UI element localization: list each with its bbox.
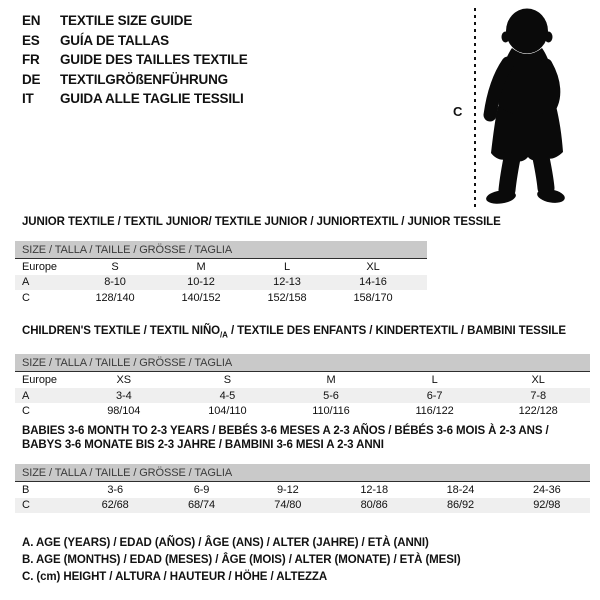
spacer	[15, 452, 590, 464]
table-cell: M	[196, 260, 206, 273]
table-row: C 98/104 104/110 110/116 116/122 122/128	[15, 403, 590, 419]
table-row: C 128/140 140/152 152/158 158/170	[15, 290, 427, 306]
table-cell: XL	[366, 260, 380, 273]
table-cell: 158/170	[353, 291, 393, 304]
table-cell: 8-10	[104, 276, 126, 289]
table-cell: 6-9	[193, 483, 210, 496]
row-label: B	[22, 483, 30, 496]
height-measure-label: C	[453, 104, 463, 119]
table-cell: 24-36	[532, 483, 561, 496]
table-cell: 6-7	[426, 389, 443, 402]
table-row: A 8-10 10-12 12-13 14-16	[15, 274, 427, 290]
table-title: JUNIOR TEXTILE / TEXTIL JUNIOR/ TEXTILE …	[22, 216, 501, 228]
lang-code: EN	[22, 13, 41, 29]
row-label: A	[22, 389, 30, 402]
guide-title: TEXTILE SIZE GUIDE	[60, 13, 193, 29]
title-subscript: /A	[220, 330, 228, 340]
lang-row-es: ES GUÍA DE TALLAS	[22, 31, 248, 51]
childrens-textile-table: CHILDREN'S TEXTILE / TEXTIL NIÑO/A / TEX…	[15, 324, 590, 419]
baby-silhouette-icon	[483, 8, 565, 204]
lang-code: DE	[22, 71, 41, 87]
legend-notes: A. AGE (YEARS) / EDAD (AÑOS) / ÂGE (ANS)…	[22, 535, 461, 586]
size-header-bar: SIZE / TALLA / TAILLE / GRÖSSE / TAGLIA	[15, 354, 590, 373]
guide-title: GUÍA DE TALLAS	[60, 32, 169, 48]
table-cell: 116/122	[415, 405, 454, 418]
note-b: B. AGE (MONTHS) / EDAD (MESES) / ÂGE (MO…	[22, 554, 461, 566]
row-label: C	[22, 291, 30, 304]
table-cell: 62/68	[101, 499, 129, 512]
row-label: C	[22, 499, 30, 512]
row-label: Europe	[22, 374, 57, 387]
table-cell: M	[326, 374, 336, 387]
row-label: Europe	[22, 260, 57, 273]
title-text: / TEXTILE DES ENFANTS / KINDERTEXTIL / B…	[227, 325, 566, 337]
note-a: A. AGE (YEARS) / EDAD (AÑOS) / ÂGE (ANS)…	[22, 537, 429, 549]
table-cell: S	[111, 260, 119, 273]
table-cell: 140/152	[181, 291, 221, 304]
table-cell: 7-8	[530, 389, 546, 402]
table-cell: 9-12	[277, 483, 299, 496]
table-cell: 86/92	[446, 499, 474, 512]
lang-code: ES	[22, 32, 40, 48]
title-text: CHILDREN'S TEXTILE / TEXTIL NIÑO	[22, 325, 221, 337]
table-title-line1: BABIES 3-6 MONTH TO 2-3 YEARS / BEBÉS 3-…	[22, 425, 549, 437]
size-header-bar: SIZE / TALLA / TAILLE / GRÖSSE / TAGLIA	[15, 464, 590, 482]
spacer	[15, 229, 427, 241]
guide-title: GUIDA ALLE TAGLIE TESSILI	[60, 91, 244, 107]
table-cell: 10-12	[187, 276, 215, 289]
spacer	[15, 342, 590, 354]
table-cell: 98/104	[107, 405, 141, 418]
table-cell: 128/140	[95, 291, 135, 304]
row-label: A	[22, 276, 30, 289]
table-title: CHILDREN'S TEXTILE / TEXTIL NIÑO/A / TEX…	[15, 324, 590, 342]
table-cell: L	[283, 260, 291, 273]
table-cell: XL	[531, 374, 545, 387]
table-cell: 12-13	[273, 276, 301, 289]
table-cell: 12-18	[360, 483, 388, 496]
lang-row-it: IT GUIDA ALLE TAGLIE TESSILI	[22, 89, 248, 109]
table-cell: 80/86	[360, 499, 388, 512]
table-cell: 14-16	[359, 276, 387, 289]
table-row: A 3-4 4-5 5-6 6-7 7-8	[15, 387, 590, 404]
table-cell: 74/80	[274, 499, 302, 512]
note-c: C. (cm) HEIGHT / ALTURA / HAUTEUR / HÖHE…	[22, 571, 328, 583]
guide-title: GUIDE DES TAILLES TEXTILE	[60, 52, 248, 68]
table-title-line2: BABYS 3-6 MONATE BIS 2-3 JAHRE / BAMBINI…	[22, 439, 384, 451]
height-dotted-line	[474, 8, 476, 210]
junior-textile-table: JUNIOR TEXTILE / TEXTIL JUNIOR/ TEXTILE …	[15, 215, 501, 306]
lang-row-en: EN TEXTILE SIZE GUIDE	[22, 11, 248, 31]
table-row: B 3-6 6-9 9-12 12-18 18-24 24-36	[15, 482, 590, 498]
table-cell: 104/110	[208, 405, 247, 418]
table-cell: L	[431, 374, 438, 387]
table-cell: 68/74	[187, 499, 215, 512]
table-cell: 122/128	[518, 405, 558, 418]
table-row: Europe S M L XL	[15, 259, 427, 275]
table-cell: 152/158	[267, 291, 307, 304]
table-cell: 92/98	[533, 499, 561, 512]
table-cell: 4-5	[219, 389, 236, 402]
guide-title: TEXTILGRÖßENFÜHRUNG	[60, 71, 228, 87]
language-title-list: EN TEXTILE SIZE GUIDE ES GUÍA DE TALLAS …	[22, 11, 248, 109]
table-row: Europe XS S M L XL	[15, 372, 590, 388]
table-cell: XS	[116, 374, 132, 387]
table-cell: 110/116	[312, 405, 350, 418]
lang-row-fr: FR GUIDE DES TAILLES TEXTILE	[22, 50, 248, 70]
table-cell: 3-6	[107, 483, 123, 496]
table-cell: 5-6	[323, 389, 339, 402]
table-row: C 62/68 68/74 74/80 80/86 86/92 92/98	[15, 497, 590, 513]
babies-textile-table: BABIES 3-6 MONTH TO 2-3 YEARS / BEBÉS 3-…	[15, 424, 590, 513]
table-cell: 18-24	[446, 483, 475, 496]
height-measure-figure: C	[450, 0, 600, 215]
table-cell: S	[223, 374, 232, 387]
row-label: C	[22, 405, 30, 418]
size-header-bar: SIZE / TALLA / TAILLE / GRÖSSE / TAGLIA	[15, 241, 427, 259]
lang-code: IT	[22, 91, 34, 107]
lang-row-de: DE TEXTILGRÖßENFÜHRUNG	[22, 70, 248, 90]
lang-code: FR	[22, 52, 40, 68]
table-cell: 3-4	[115, 389, 132, 402]
